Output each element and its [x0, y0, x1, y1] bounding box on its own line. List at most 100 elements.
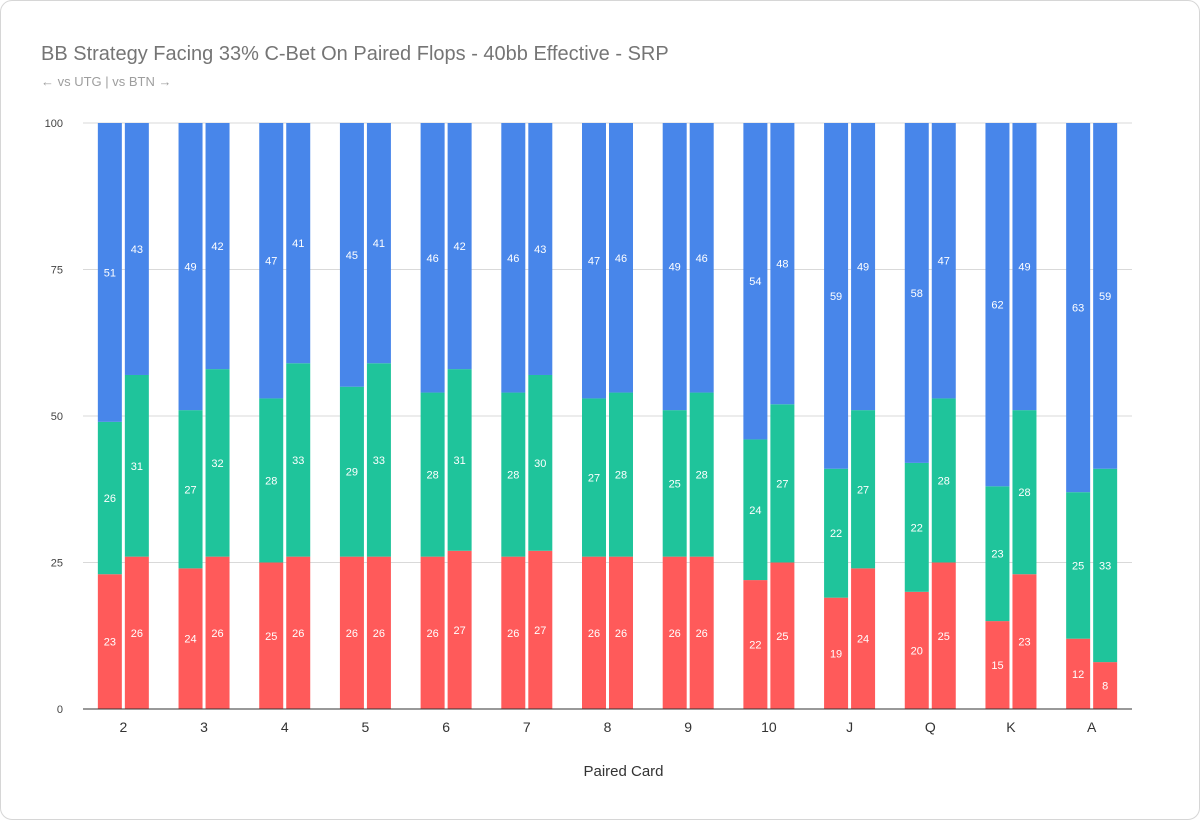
bar-segment: [124, 123, 149, 375]
bar-segment: [205, 369, 230, 557]
data-label: 49: [669, 262, 681, 274]
bar-segment: [689, 392, 714, 557]
bar-segment: [124, 556, 149, 709]
data-label: 30: [534, 458, 546, 470]
bar-segment: [824, 597, 849, 709]
data-label: 62: [991, 300, 1003, 312]
bar-segment: [1093, 123, 1118, 469]
data-label: 25: [938, 631, 950, 643]
x-tick-label: Q: [925, 719, 936, 735]
data-label: 33: [292, 455, 304, 467]
data-label: 63: [1072, 303, 1084, 315]
bar-segment: [985, 621, 1010, 709]
data-label: 59: [830, 291, 842, 303]
bar-segment: [501, 123, 526, 393]
data-label: 27: [588, 473, 600, 485]
data-label: 25: [776, 631, 788, 643]
x-tick-label: 9: [684, 719, 692, 735]
bar-segment: [985, 486, 1010, 622]
data-label: 28: [938, 475, 950, 487]
bar-segment: [851, 123, 876, 411]
data-label: 28: [426, 470, 438, 482]
data-label: 19: [830, 648, 842, 660]
chart-subtitle: ← vs UTG | vs BTN →: [41, 74, 172, 89]
bar-segment: [259, 398, 284, 563]
bar-segment: [1093, 662, 1118, 709]
data-label: 28: [696, 470, 708, 482]
bar-segment: [97, 123, 122, 422]
bar-segment: [420, 556, 445, 709]
bar-segment: [904, 591, 929, 709]
bar-segment: [931, 123, 956, 399]
x-tick-label: 7: [523, 719, 531, 735]
bar-segment: [366, 363, 391, 557]
data-label: 28: [507, 470, 519, 482]
bar-segment: [609, 556, 633, 709]
data-label: 32: [211, 458, 223, 470]
bar-segment: [528, 550, 553, 709]
data-label: 42: [211, 241, 223, 253]
data-label: 25: [1072, 560, 1084, 572]
data-label: 54: [749, 276, 761, 288]
bar-segment: [662, 556, 687, 709]
bar-segment: [582, 123, 606, 399]
data-label: 22: [911, 522, 923, 534]
bar-segment: [931, 398, 956, 563]
x-tick-label: 4: [281, 719, 289, 735]
data-label: 27: [534, 625, 546, 637]
bar-segment: [1066, 492, 1091, 639]
bar-segment: [178, 123, 203, 411]
data-label: 23: [104, 637, 116, 649]
data-label: 47: [265, 256, 277, 268]
x-tick-label: 3: [200, 719, 208, 735]
data-label: 26: [346, 628, 358, 640]
bar-segment: [931, 562, 956, 709]
data-label: 26: [696, 628, 708, 640]
bar-segment: [662, 410, 687, 557]
data-label: 27: [453, 625, 465, 637]
data-label: 26: [104, 493, 116, 505]
bar-segment: [1066, 123, 1091, 493]
y-tick-label: 50: [51, 411, 63, 423]
data-label: 45: [346, 250, 358, 262]
y-tick-label: 100: [45, 118, 63, 130]
data-label: 48: [776, 259, 788, 271]
bar-segment: [366, 123, 391, 364]
bar-segment: [743, 580, 768, 709]
data-label: 24: [857, 634, 869, 646]
bar-segment: [851, 410, 876, 569]
bar-segment: [904, 123, 929, 463]
bar-segment: [904, 462, 929, 592]
data-label: 15: [991, 660, 1003, 672]
bar-segment: [1012, 574, 1037, 709]
bar-segment: [1012, 410, 1037, 575]
data-label: 28: [1018, 487, 1030, 499]
bar-segment: [528, 374, 553, 551]
bar-segment: [366, 556, 391, 709]
data-label: 22: [749, 640, 761, 652]
y-tick-label: 0: [57, 704, 63, 716]
bar-segment: [286, 556, 311, 709]
data-label: 46: [615, 253, 627, 265]
x-tick-label: 6: [442, 719, 450, 735]
data-label: 20: [911, 645, 923, 657]
data-label: 27: [776, 478, 788, 490]
data-label: 26: [588, 628, 600, 640]
bar-segment: [205, 556, 230, 709]
chart-title: BB Strategy Facing 33% C-Bet On Paired F…: [41, 43, 669, 65]
data-label: 46: [696, 253, 708, 265]
bar-segment: [447, 123, 472, 370]
bar-segment: [770, 123, 795, 405]
y-tick-label: 75: [51, 265, 63, 277]
bar-segment: [689, 123, 714, 393]
bar-segment: [501, 556, 526, 709]
bar-segment: [824, 123, 849, 469]
bar-segment: [339, 386, 364, 557]
data-label: 8: [1102, 681, 1108, 693]
bar-segment: [97, 574, 122, 709]
data-label: 41: [292, 238, 304, 250]
data-label: 46: [426, 253, 438, 265]
bar-segment: [1012, 123, 1037, 411]
data-label: 33: [1099, 560, 1111, 572]
